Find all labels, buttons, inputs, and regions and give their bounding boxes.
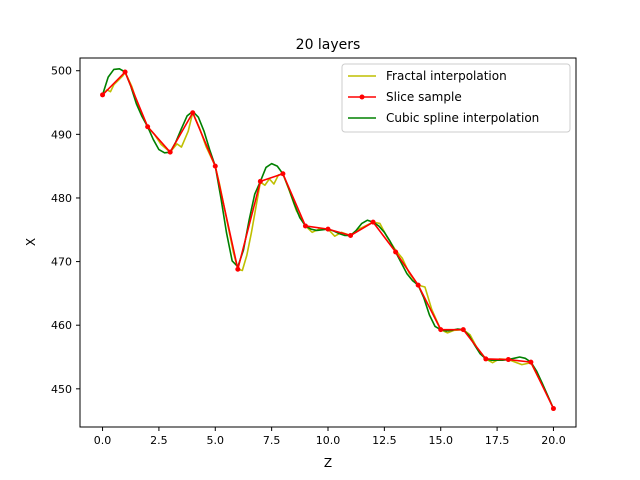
slice-sample-point [145,124,151,130]
series-layer [100,68,556,412]
legend-label-fractal: Fractal interpolation [386,69,507,83]
plot-area [100,68,556,412]
x-tick-label: 10.0 [316,434,341,447]
slice-sample-point [280,171,286,177]
chart-title: 20 layers [296,37,361,53]
slice-sample-point [325,226,331,232]
y-tick-label: 460 [51,319,72,332]
slice-sample-point [370,219,376,225]
slice-sample-point [550,406,556,412]
slice-sample-point [460,327,466,333]
legend-label-cubic-spline: Cubic spline interpolation [386,111,539,125]
y-tick-label: 450 [51,383,72,396]
ticks-layer: 0.0 2.5 5.0 7.5 10.0 12.5 15.0 17.5 20.0 450 460 47… [51,65,566,447]
legend: Fractal interpolation Slice sample Cubic… [341,63,571,133]
slice-sample-point [257,178,263,184]
legend-label-slice-sample: Slice sample [386,90,462,104]
slice-sample-point [167,149,173,155]
x-tick-label: 17.5 [485,434,510,447]
x-tick-label: 7.5 [263,434,281,447]
slice-sample-point [348,233,354,239]
slice-sample-point [302,223,308,229]
slice-sample-point [483,356,489,362]
legend-marker-slice-sample [359,94,365,100]
y-tick-label: 470 [51,256,72,269]
y-tick-label: 490 [51,128,72,141]
slice-sample-point [100,92,106,98]
y-tick-label: 500 [51,65,72,78]
slice-sample-point [190,110,196,116]
x-tick-label: 20.0 [541,434,566,447]
x-tick-label: 0.0 [94,434,112,447]
slice-sample-point [505,357,511,363]
slice-sample-point [415,282,421,288]
x-axis-label: Z [324,456,332,470]
slice-sample-point [235,266,241,272]
y-axis-label: X [24,238,38,246]
slice-sample-point [212,163,218,169]
legend-box [341,63,571,133]
x-tick-label: 2.5 [150,434,168,447]
y-tick-label: 480 [51,192,72,205]
slice-sample-point [122,69,128,75]
x-tick-label: 12.5 [372,434,397,447]
x-tick-label: 5.0 [207,434,225,447]
plot-frame [79,57,577,428]
slice-sample-point [393,249,399,255]
x-tick-label: 15.0 [428,434,453,447]
slice-sample-point [438,327,444,333]
slice-sample-point [528,359,534,365]
